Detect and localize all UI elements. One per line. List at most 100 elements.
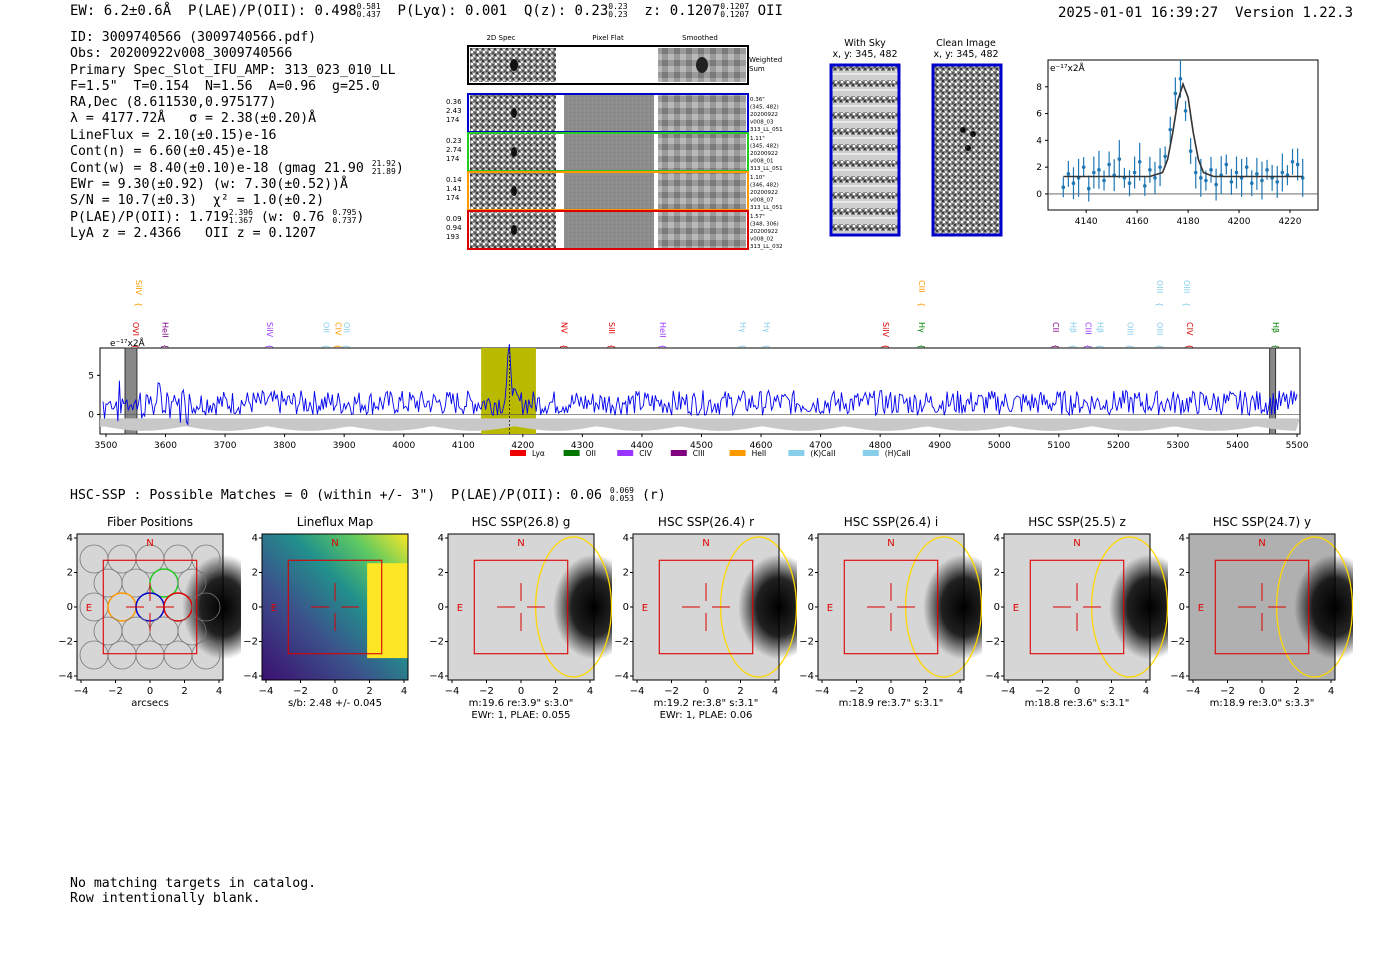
panel-x-tick-label: −4 (1001, 686, 1016, 697)
spectral-line-label: OVI (131, 322, 140, 336)
cutout-source-dot (511, 186, 517, 196)
spectral-line-label: OII (342, 322, 351, 333)
zoom-point (1183, 109, 1188, 113)
spectral-line-brace: { (1155, 344, 1164, 349)
zoom-y-axis: 0 2 4 6 8 (1036, 83, 1318, 200)
panel-y-tick-label: −2 (58, 637, 73, 648)
zoom-point (1148, 168, 1152, 172)
info-plae-end: ) (356, 210, 365, 226)
panel-xlabel: m:18.8 re:3.6" s:3.1" (1025, 698, 1130, 709)
spectral-line-label: SiII (607, 322, 616, 334)
spectral-line-label: Hβ (1069, 322, 1078, 333)
spectral-line-brace: { (607, 344, 616, 349)
spectrum-x-tick-label: 4400 (630, 441, 653, 451)
cutout-right-label: v008_03 (750, 120, 774, 126)
zoom-point (1290, 159, 1295, 164)
footer-line-1: No matching targets in catalog. (70, 876, 317, 891)
spectrum-x-tick-label: 3900 (333, 441, 356, 451)
legend-swatch (729, 450, 746, 456)
panel-x-tick-label: −2 (664, 686, 679, 697)
panel-line2: EWr: 1, PLAE: 0.055 (471, 710, 570, 720)
cutout-left-label: 174 (446, 194, 460, 202)
panel-xlabel: arcsecs (131, 698, 169, 709)
cutout-source-dot (511, 108, 517, 118)
legend-swatch (862, 450, 879, 456)
header-datetime: 2025-01-01 16:39:27 (1058, 5, 1219, 21)
panel-y-tick-label: 4 (623, 533, 629, 544)
spectral-line-brace: { (131, 344, 140, 349)
east-marker: E (642, 603, 648, 614)
legend-label: (H)CaII (885, 449, 911, 458)
spectral-line-label: OIII (1182, 280, 1191, 293)
col-title-pixelflat: Pixel Flat (592, 34, 624, 42)
panel-x-tick-label: 2 (737, 686, 743, 697)
panel-x-tick-label: 0 (518, 686, 524, 697)
cutout-right-label: 20200922 (750, 229, 778, 235)
zoom-point (1163, 154, 1167, 159)
legend-label: CIII (693, 449, 705, 458)
info-plae-w-hi: 0.795 (332, 208, 357, 218)
spectral-line-label: HeII (161, 322, 170, 338)
zoom-point (1275, 180, 1280, 184)
spectral-line-label: OII (321, 322, 330, 333)
zoom-x-tick-label: 4160 (1126, 217, 1149, 227)
zoom-point (1199, 176, 1203, 180)
cutout-right-label: (345, 482) (750, 144, 779, 150)
panel-y-tick-label: −2 (429, 637, 444, 648)
spectrum-x-tick-label: 3600 (154, 441, 177, 451)
zoom-x-tick-label: 4180 (1177, 217, 1200, 227)
panel-x-tick-label: −4 (445, 686, 460, 697)
with-sky-label: With Sky (844, 38, 886, 49)
zoom-point (1127, 181, 1132, 186)
zoom-point (1244, 165, 1249, 169)
search-box (843, 559, 939, 655)
spectral-line-label: Hβ (1271, 322, 1280, 333)
cutout-left-label: 0.36 (446, 98, 462, 106)
zoom-line-chart: e⁻¹⁷x2Å 0 2 4 6 8 4140 4160 4180 4200 4220 (1036, 59, 1319, 227)
cutout-right-label: 20200922 (750, 190, 778, 196)
zoom-point (1188, 149, 1193, 153)
spectral-line-label: CIII (917, 280, 926, 293)
cutout-right-label: 1.11" (750, 136, 765, 142)
cutout-right-label: 20200922 (750, 151, 778, 157)
hsc-summary: HSC-SSP : Possible Matches = 0 (within +… (70, 487, 666, 504)
zoom-fit-line (1063, 81, 1303, 178)
cutout-row-border (467, 210, 749, 250)
cutout-smoothed (658, 173, 746, 209)
panel-y-tick-label: 0 (67, 602, 73, 613)
zoom-data (1061, 59, 1305, 202)
spectral-line-brace: { (265, 344, 274, 349)
panel-title: Fiber Positions (107, 515, 193, 529)
zoom-y-tick-label: 2 (1036, 163, 1042, 173)
zoom-point (1102, 178, 1106, 183)
north-marker: N (1073, 538, 1080, 549)
cutout-right-label: 1.10" (750, 175, 765, 181)
spectral-line-brace: { (1051, 344, 1060, 349)
spectrum-data: 05 (88, 344, 1300, 435)
search-box (287, 559, 383, 655)
spectrum-noise-band (100, 418, 1300, 431)
info-sn: S/N = 10.7(±0.3) χ² = 1.0(±0.2) (70, 192, 325, 208)
header-ew: EW: 6.2±0.6Å (70, 3, 172, 19)
cutout-right-label: v008_02 (750, 237, 774, 243)
weighted-sum-label-1: Weighted (749, 56, 782, 64)
cutout-right-label: 1.57" (750, 214, 765, 220)
spectrum-x-tick-label: 5500 (1286, 441, 1309, 451)
spectral-line-brace: { (321, 344, 330, 349)
panel-y-tick-label: 0 (252, 602, 258, 613)
spectrum-mask-left (124, 347, 138, 435)
spectrum-x-tick-label: 4700 (809, 441, 832, 451)
footer-notes: No matching targets in catalog. Row inten… (70, 876, 316, 906)
zoom-point (1234, 170, 1239, 175)
lineflux-bright (367, 563, 408, 659)
zoom-x-tick-label: 4200 (1228, 217, 1251, 227)
legend-label: CIV (639, 449, 652, 458)
spectral-line-markers: SiIV {OVI {HeII {SiIV {OII {CIV {OII {NV {SiII {H… (131, 280, 1280, 349)
spectrum-x-tick-label: 4100 (452, 441, 475, 451)
legend-label: OII (586, 449, 596, 458)
panel-y-tick-label: 0 (808, 602, 814, 613)
info-plae-w-lo: 0.737 (332, 216, 357, 226)
panel-x-tick-label: 4 (587, 686, 593, 697)
